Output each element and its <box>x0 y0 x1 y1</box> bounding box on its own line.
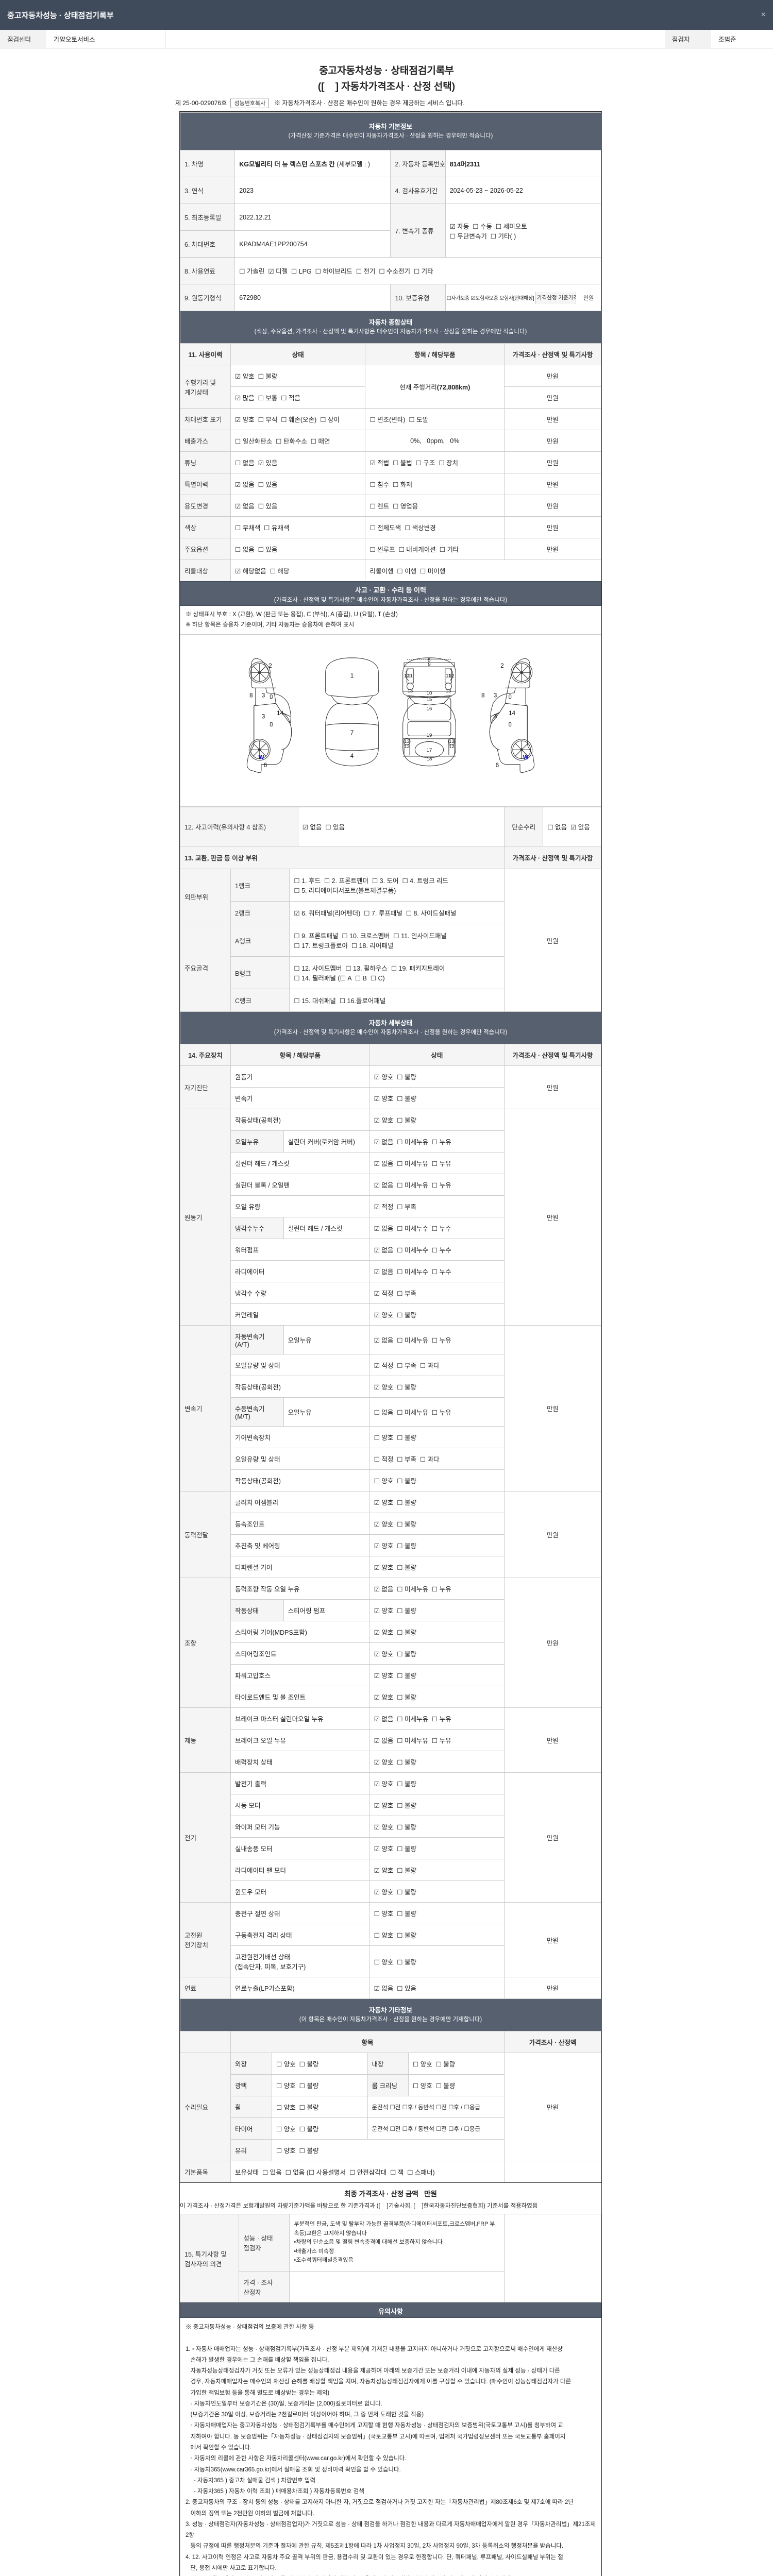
svg-text:17: 17 <box>427 748 432 753</box>
svg-text:15: 15 <box>427 697 432 703</box>
svg-text:12: 12 <box>449 744 455 750</box>
svg-text:12: 12 <box>404 744 410 750</box>
svg-text:6: 6 <box>264 761 267 769</box>
svg-text:14: 14 <box>509 709 516 717</box>
svg-text:W: W <box>523 753 529 760</box>
svg-text:3: 3 <box>494 713 497 720</box>
svg-text:19: 19 <box>427 733 432 738</box>
svg-text:13: 13 <box>449 739 455 744</box>
svg-text:14: 14 <box>277 709 284 717</box>
svg-text:8: 8 <box>481 691 485 699</box>
svg-text:2: 2 <box>268 662 272 669</box>
svg-text:13: 13 <box>446 688 451 694</box>
svg-text:13: 13 <box>408 688 413 694</box>
svg-text:6: 6 <box>496 761 499 769</box>
svg-text:10: 10 <box>427 691 432 697</box>
svg-text:12: 12 <box>404 673 410 679</box>
svg-text:12: 12 <box>449 673 455 679</box>
svg-text:16: 16 <box>427 706 432 712</box>
svg-text:3: 3 <box>494 691 497 699</box>
svg-text:8: 8 <box>249 691 253 699</box>
svg-text:3: 3 <box>262 691 265 699</box>
svg-text:9: 9 <box>428 662 430 668</box>
svg-text:2: 2 <box>500 662 504 669</box>
svg-text:18: 18 <box>427 756 432 762</box>
svg-text:7: 7 <box>350 729 354 736</box>
svg-text:13: 13 <box>404 739 410 744</box>
svg-text:4: 4 <box>350 752 354 759</box>
svg-text:1: 1 <box>350 672 354 680</box>
svg-text:W: W <box>258 753 264 760</box>
svg-text:3: 3 <box>262 713 265 720</box>
